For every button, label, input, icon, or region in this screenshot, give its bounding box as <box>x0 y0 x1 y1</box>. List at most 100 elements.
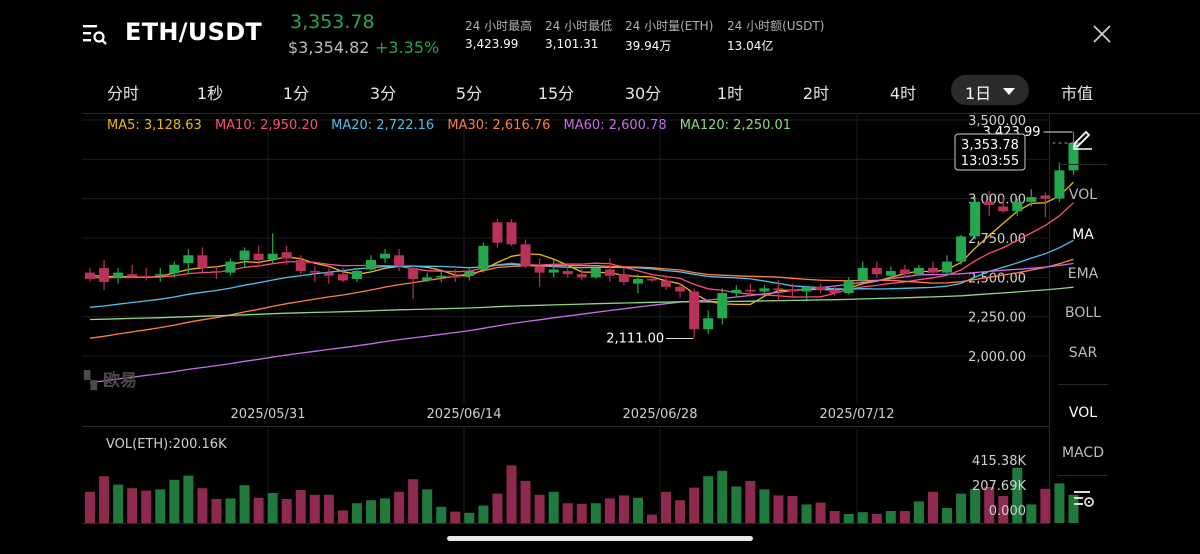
stat-label: 24 小时最高 <box>465 19 533 33</box>
ma20-label: MA20: 2,722.16 <box>331 118 435 133</box>
candle-body <box>942 261 953 273</box>
tab-time-sharing[interactable]: 分时 <box>106 84 140 103</box>
last-price: 3,353.78 <box>290 11 375 33</box>
candle-body <box>759 288 770 292</box>
volume-bar <box>956 493 967 523</box>
ma30-label: MA30: 2,616.76 <box>447 118 551 133</box>
candle-body <box>239 250 250 261</box>
candle-body <box>885 271 896 276</box>
volume-bar <box>928 491 938 523</box>
price-axis-label: 3,000.00 <box>968 193 1026 208</box>
volume-bar <box>99 476 110 523</box>
indicator-macd[interactable]: MACD <box>1062 445 1104 461</box>
volume-bar <box>857 512 868 523</box>
stat-label: 24 小时额(USDT) <box>727 19 825 33</box>
indicator-ma[interactable]: MA <box>1072 227 1094 243</box>
candle-body <box>843 280 854 294</box>
ma-line-60 <box>89 262 1074 384</box>
volume-bar <box>183 475 194 523</box>
volume-bar <box>590 503 601 523</box>
list-search-icon[interactable] <box>82 22 108 46</box>
price-change: +3.35% <box>375 38 440 57</box>
candle-body <box>506 222 517 245</box>
divider <box>82 523 1050 524</box>
volume-bar <box>717 470 728 523</box>
tab-1m[interactable]: 1分 <box>282 84 310 103</box>
volume-axis-label: 207.69K <box>972 479 1026 494</box>
divider <box>1058 164 1108 165</box>
indicator-ema[interactable]: EMA <box>1067 266 1099 282</box>
stat-24h-turnover: 24 小时额(USDT) 13.04亿 <box>727 17 824 54</box>
volume-bar <box>1040 488 1051 523</box>
candle-body <box>534 266 545 273</box>
volume-bar <box>239 485 250 523</box>
candle-body <box>956 236 967 262</box>
volume-bar <box>576 503 587 523</box>
volume-bar <box>942 508 953 523</box>
divider <box>1049 113 1050 523</box>
candle-body <box>351 271 362 279</box>
indicator-boll[interactable]: BOLL <box>1065 305 1101 321</box>
tab-1d[interactable]: 1日 <box>951 75 1029 105</box>
candle-body <box>295 260 306 272</box>
indicator-vol-main[interactable]: VOL <box>1068 187 1098 203</box>
candle-body <box>998 206 1009 212</box>
tab-2h[interactable]: 2时 <box>802 84 830 103</box>
ma-line-30 <box>89 258 1074 339</box>
candle-body <box>703 318 714 330</box>
tab-5m[interactable]: 5分 <box>455 84 483 103</box>
candle-body <box>773 288 784 290</box>
volume-bar <box>492 493 503 523</box>
okx-watermark: ▚ 欧易 <box>84 371 137 391</box>
tab-1h[interactable]: 1时 <box>716 84 744 103</box>
volume-bar <box>843 514 854 523</box>
candle-body <box>928 267 938 273</box>
price-axis-label: 2,250.00 <box>968 311 1026 326</box>
indicator-vol-sub[interactable]: VOL <box>1068 405 1098 421</box>
volume-bar <box>632 497 643 523</box>
volume-bar <box>562 503 573 523</box>
volume-bar <box>295 490 306 523</box>
ma120-label: MA120: 2,250.01 <box>679 118 792 133</box>
candle-body <box>913 267 924 275</box>
candle-body <box>337 274 348 281</box>
tab-1d-label: 1日 <box>965 84 992 103</box>
volume-bar <box>337 510 348 523</box>
candle-body <box>197 255 208 268</box>
tab-3m[interactable]: 3分 <box>369 84 397 103</box>
tab-1s[interactable]: 1秒 <box>196 84 224 103</box>
candle-body <box>99 267 110 283</box>
ma5-label: MA5: 3,128.63 <box>107 118 202 133</box>
tab-30m[interactable]: 30分 <box>624 84 662 103</box>
candle-body <box>366 260 376 270</box>
pair-title[interactable]: ETH/USDT <box>125 18 263 46</box>
close-icon[interactable] <box>1092 24 1112 44</box>
volume-bar <box>450 511 461 523</box>
volume-bar <box>604 498 615 523</box>
volume-bar <box>141 490 152 523</box>
volume-bar <box>548 491 559 523</box>
price-axis-label: 2,500.00 <box>968 271 1026 286</box>
candle-body <box>113 272 124 278</box>
tab-4h[interactable]: 4时 <box>889 84 917 103</box>
volume-bar <box>731 486 742 523</box>
tab-market-cap[interactable]: 市值 <box>1060 84 1094 103</box>
candle-body <box>422 277 433 281</box>
volume-bar <box>351 503 362 523</box>
stat-24h-high: 24 小时最高 3,423.99 <box>465 17 532 51</box>
volume-bar <box>253 497 264 523</box>
volume-bar <box>366 500 376 523</box>
low-price-label: 2,111.00 <box>606 332 664 347</box>
candle-body <box>1012 201 1023 212</box>
tab-15m[interactable]: 15分 <box>537 84 575 103</box>
pencil-draw-icon[interactable] <box>1070 125 1096 151</box>
volume-bar <box>801 504 812 523</box>
candle-body <box>548 269 559 273</box>
indicator-settings-icon[interactable] <box>1072 489 1096 509</box>
candle-body <box>323 272 334 276</box>
indicator-sar[interactable]: SAR <box>1068 345 1098 361</box>
volume-bar <box>984 487 995 523</box>
price-axis-label: 3,500.00 <box>968 114 1026 129</box>
candle-body <box>253 253 264 261</box>
